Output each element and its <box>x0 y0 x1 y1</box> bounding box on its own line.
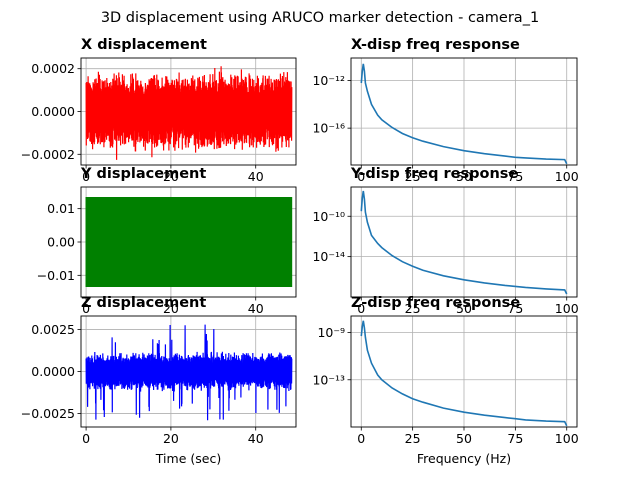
y-tick-label: 0.0025 <box>31 322 75 337</box>
x-tick-label: 40 <box>248 169 264 184</box>
x-tick-label: 50 <box>456 431 472 446</box>
series-x-displacement <box>85 66 293 160</box>
x-tick-label: 40 <box>248 431 264 446</box>
chart-y-freq-response: 0 25 50 75 100 10⁻¹⁰ 10⁻¹⁴ Y-disp freq response <box>312 166 578 316</box>
y-tick-label: 0.0000 <box>31 364 75 379</box>
y-tick-label: 10⁻¹⁴ <box>312 249 345 264</box>
x-tick-label: 75 <box>507 431 523 446</box>
subplot-title: Y displacement <box>80 166 206 182</box>
chart-x-freq-response: 0 25 50 75 100 10⁻¹² 10⁻¹⁶ X-disp freq response <box>312 37 578 184</box>
x-tick-label: 75 <box>507 169 523 184</box>
x-tick-label: 100 <box>555 169 579 184</box>
x-axis-label: Time (sec) <box>155 451 221 466</box>
subplot-title: Z-disp freq response <box>351 295 520 311</box>
freq-line-0 <box>360 190 568 295</box>
y-tick-label: −0.01 <box>37 268 75 283</box>
freq-line-0 <box>360 63 568 165</box>
chart-x-displacement: 0 20 40 −0.0002 0.0000 0.0002 X displacement <box>21 37 297 184</box>
x-tick-label: 50 <box>456 169 472 184</box>
x-tick-label: 25 <box>405 431 421 446</box>
y-tick-label: 10⁻¹³ <box>312 372 345 387</box>
figure-title: 3D displacement using ARUCO marker detec… <box>101 10 539 26</box>
x-tick-label: 75 <box>507 301 523 316</box>
x-tick-label: 25 <box>405 169 421 184</box>
y-tick-label: 10⁻¹⁰ <box>312 209 345 224</box>
signal-line <box>85 66 293 160</box>
chart-z-displacement: 0 20 40 −0.0025 0.0000 0.0025 Z displacement Ti… <box>21 295 297 466</box>
signal-line <box>85 324 293 421</box>
y-tick-label: 0.0002 <box>31 61 75 76</box>
x-tick-label: 0 <box>82 301 90 316</box>
y-tick-label: 10⁻⁹ <box>317 325 345 340</box>
chart-z-freq-response: 0 25 50 75 100 10⁻⁹ 10⁻¹³ Z-disp freq response F… <box>312 295 578 466</box>
subplot-title: X displacement <box>81 37 207 53</box>
x-tick-label: 0 <box>357 301 365 316</box>
x-tick-label: 20 <box>163 301 179 316</box>
y-tick-label: 10⁻¹² <box>312 73 345 88</box>
subplot-title: Z displacement <box>81 295 206 311</box>
chart-y-displacement: 0 20 40 −0.01 0.00 0.01 Y displacement <box>37 166 297 316</box>
x-tick-label: 100 <box>555 431 579 446</box>
y-tick-label: 0.0000 <box>31 104 75 119</box>
x-tick-label: 0 <box>82 169 90 184</box>
y-tick-label: 0.00 <box>47 235 75 250</box>
x-tick-label: 0 <box>357 431 365 446</box>
x-tick-label: 50 <box>456 301 472 316</box>
x-tick-label: 20 <box>163 431 179 446</box>
y-tick-label: 0.01 <box>47 201 75 216</box>
freq-line-0 <box>360 320 568 427</box>
x-axis-label: Frequency (Hz) <box>417 451 511 466</box>
x-tick-label: 40 <box>248 301 264 316</box>
series-z-displacement <box>85 324 293 421</box>
x-tick-label: 0 <box>82 431 90 446</box>
y-tick-label: −0.0025 <box>21 406 75 421</box>
subplot-title: X-disp freq response <box>351 37 520 53</box>
x-tick-label: 25 <box>405 301 421 316</box>
x-tick-label: 0 <box>357 169 365 184</box>
y-tick-label: −0.0002 <box>21 147 75 162</box>
x-tick-label: 100 <box>555 301 579 316</box>
series-y-displacement <box>85 197 293 287</box>
x-tick-label: 20 <box>163 169 179 184</box>
subplot-title: Y-disp freq response <box>350 166 518 182</box>
series-x-freq-response <box>360 63 568 165</box>
y-tick-label: 10⁻¹⁶ <box>312 121 345 136</box>
signal-line <box>85 197 293 287</box>
series-z-freq-response <box>360 320 568 427</box>
series-y-freq-response <box>360 190 568 295</box>
